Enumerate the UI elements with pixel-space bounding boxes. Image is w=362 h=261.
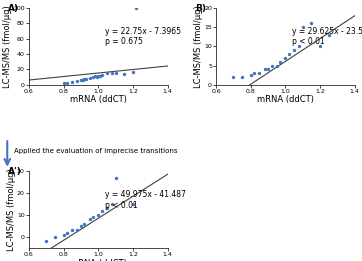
Point bbox=[134, 6, 139, 10]
Point bbox=[130, 202, 136, 206]
Point bbox=[130, 70, 136, 74]
Text: Applied the evaluation of imprecise transitions: Applied the evaluation of imprecise tran… bbox=[14, 149, 178, 154]
Text: y = 22.75x - 7.3965
p = 0.675: y = 22.75x - 7.3965 p = 0.675 bbox=[105, 27, 181, 46]
Point bbox=[300, 25, 306, 29]
Point bbox=[52, 235, 58, 239]
Point bbox=[296, 44, 302, 49]
Point bbox=[104, 71, 110, 75]
Point bbox=[257, 71, 262, 75]
Point bbox=[317, 44, 323, 49]
Point bbox=[90, 215, 96, 219]
Point bbox=[113, 175, 118, 180]
Point bbox=[286, 52, 292, 56]
Text: A): A) bbox=[8, 4, 19, 13]
Point bbox=[283, 56, 289, 60]
Point bbox=[97, 74, 103, 79]
Point bbox=[269, 63, 274, 68]
Point bbox=[92, 74, 98, 79]
Point bbox=[75, 228, 80, 233]
Point bbox=[78, 224, 84, 228]
Point bbox=[99, 209, 105, 213]
Point bbox=[109, 71, 115, 75]
Point bbox=[87, 76, 93, 80]
Point bbox=[251, 71, 257, 75]
Point bbox=[231, 75, 236, 79]
Point bbox=[239, 75, 245, 79]
Point bbox=[95, 213, 101, 217]
Point bbox=[90, 75, 96, 79]
Point bbox=[277, 60, 283, 64]
Point bbox=[70, 228, 75, 233]
Point bbox=[262, 67, 268, 72]
Text: A'): A') bbox=[8, 167, 22, 176]
Y-axis label: LC-MS/MS (fmol/μg): LC-MS/MS (fmol/μg) bbox=[194, 5, 203, 88]
Point bbox=[248, 73, 254, 77]
Point bbox=[43, 239, 49, 244]
X-axis label: mRNA (ddCT): mRNA (ddCT) bbox=[70, 258, 127, 261]
Point bbox=[121, 72, 127, 76]
Point bbox=[61, 233, 67, 237]
Point bbox=[64, 80, 70, 85]
Point bbox=[274, 63, 280, 68]
Point bbox=[83, 77, 89, 81]
Point bbox=[265, 67, 271, 72]
Y-axis label: LC-MS/MS (fmol/μg): LC-MS/MS (fmol/μg) bbox=[7, 168, 16, 251]
Point bbox=[70, 80, 75, 84]
X-axis label: mRNA (ddCT): mRNA (ddCT) bbox=[70, 95, 127, 104]
Point bbox=[109, 202, 115, 206]
Point bbox=[113, 70, 118, 75]
Point bbox=[104, 206, 110, 210]
Text: y = 49.975x - 41.487
p < 0.01: y = 49.975x - 41.487 p < 0.01 bbox=[105, 190, 186, 210]
Point bbox=[99, 73, 105, 77]
Point bbox=[75, 79, 80, 83]
Point bbox=[95, 74, 101, 78]
Point bbox=[326, 33, 332, 37]
Point bbox=[87, 217, 93, 221]
Text: y = 29.625x - 23.528
p < 0.01: y = 29.625x - 23.528 p < 0.01 bbox=[292, 27, 362, 46]
Point bbox=[64, 230, 70, 235]
Point bbox=[61, 81, 67, 85]
Point bbox=[80, 78, 85, 82]
Point bbox=[94, 75, 100, 79]
Point bbox=[81, 222, 87, 226]
Point bbox=[291, 48, 297, 52]
Text: B): B) bbox=[195, 4, 206, 13]
Point bbox=[81, 76, 87, 81]
X-axis label: mRNA (ddCT): mRNA (ddCT) bbox=[257, 95, 314, 104]
Point bbox=[78, 78, 84, 82]
Y-axis label: LC-MS/MS (fmol/μg): LC-MS/MS (fmol/μg) bbox=[3, 5, 12, 88]
Point bbox=[308, 21, 314, 25]
